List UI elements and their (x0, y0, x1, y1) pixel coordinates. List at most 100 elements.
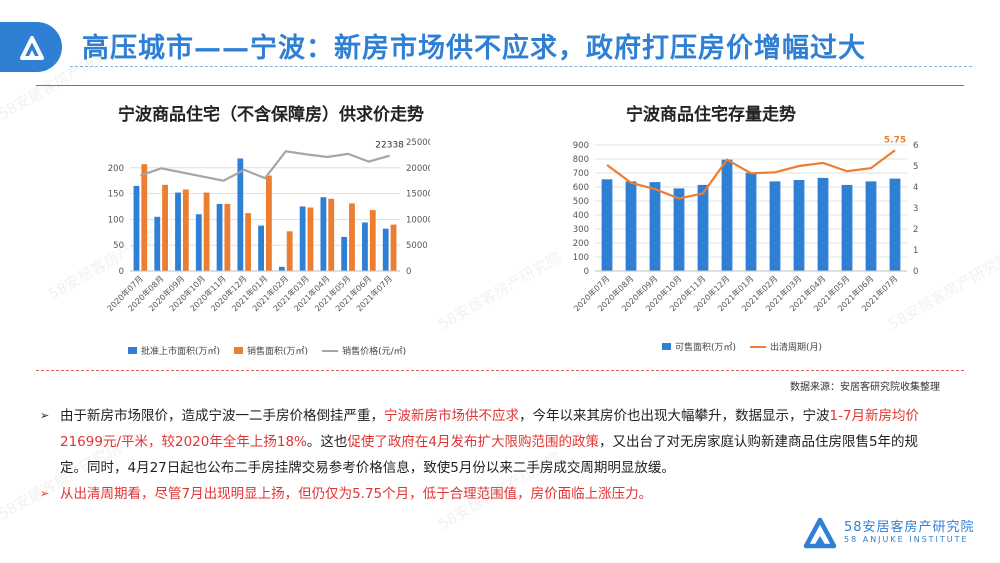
bar-secondary (328, 198, 335, 271)
bar-primary (299, 206, 306, 271)
y-tick-label-right: 0 (406, 267, 411, 277)
brand-footer: 58安居客房产研究院 58 ANJUKE INSTITUTE (800, 516, 980, 552)
legend-item: 出清周期(月) (750, 340, 822, 353)
y-tick-label-left: 300 (573, 225, 589, 235)
legend-item: 销售面积(万㎡) (234, 344, 308, 357)
bar-secondary (182, 189, 189, 271)
y-tick-label-left: 700 (573, 169, 589, 179)
series-line (140, 150, 390, 182)
y-tick-label-right: 10000 (406, 215, 430, 225)
bar-secondary (162, 184, 168, 271)
bar-secondary (390, 224, 397, 271)
y-tick-label-right: 0 (913, 267, 918, 277)
analysis-paragraph: ➢ 从出清周期看，尽管7月出现明显上扬，但仍仅为5.75个月，低于合理范围值，房… (40, 481, 940, 507)
bar-primary (237, 158, 244, 271)
bar-primary (133, 185, 140, 271)
y-tick-label-right: 3 (913, 204, 918, 214)
y-tick-label-left: 500 (573, 197, 589, 207)
chart-supply-demand-price: 0 50 100 150 200 0 5000 10000 15000 20000 25000223… (105, 138, 430, 313)
y-tick-label-right: 1 (913, 246, 918, 256)
anjuke-logo-icon (803, 517, 837, 549)
y-tick-label-right: 5 (913, 162, 918, 172)
chart-title-inventory: 宁波商品住宅存量走势 (626, 105, 796, 125)
paragraph-text-run: 。这也 (306, 434, 348, 450)
logo-badge (0, 22, 62, 72)
y-tick-label-right: 2 (913, 225, 918, 235)
brand-name-en: 58 ANJUKE INSTITUTE (844, 535, 969, 544)
bar-secondary (203, 192, 210, 271)
bullet-arrow-icon: ➢ (40, 487, 50, 500)
bar-primary (341, 236, 348, 271)
y-tick-label-right: 4 (913, 183, 918, 193)
y-tick-label-left: 0 (119, 267, 124, 277)
y-tick-label-right: 15000 (406, 190, 430, 200)
data-label: 5.75 (884, 135, 906, 145)
anjuke-logo-icon (20, 36, 44, 60)
bar-primary (154, 216, 161, 271)
bar-secondary (224, 203, 231, 271)
y-tick-label-right: 6 (913, 141, 918, 151)
bar-primary (382, 228, 389, 271)
bar-primary (649, 182, 661, 271)
bar-primary (216, 203, 223, 271)
page-title: 高压城市——宁波：新房市场供不应求，政府打压房价增幅过大 (82, 33, 866, 64)
data-label: 22338 (375, 141, 404, 151)
bar-primary (697, 184, 709, 271)
bar-secondary (286, 231, 293, 271)
paragraph-text-run: ，今年以来其房价也出现大幅攀升，数据显示，宁波 (519, 408, 830, 424)
chart1-legend: 批准上市面积(万㎡) 销售面积(万㎡) 销售价格(元/㎡) (128, 344, 420, 357)
y-tick-label-left: 150 (108, 190, 124, 200)
bar-primary (362, 222, 368, 271)
y-tick-label-left: 0 (584, 267, 589, 277)
bar-primary (745, 173, 757, 271)
bar-secondary (245, 213, 252, 271)
paragraph-text-run: 从出清周期看，尽管7月出现明显上扬，但仍仅为5.75个月，低于合理范围值，房价面… (60, 486, 653, 502)
bar-primary (769, 181, 781, 271)
y-tick-label-left: 50 (113, 241, 124, 251)
y-tick-label-right: 5000 (406, 241, 428, 251)
y-tick-label-left: 900 (573, 141, 589, 151)
watermark-text: 58安居客房产研究院 (435, 248, 565, 334)
analysis-paragraph: ➢ 由于新房市场限价，造成宁波一二手房价格倒挂严重，宁波新房市场供不应求，今年以… (40, 403, 940, 481)
chart2-legend: 可售面积(万㎡) 出清周期(月) (662, 340, 836, 353)
y-tick-label-left: 100 (108, 215, 124, 225)
bar-primary (175, 192, 181, 271)
bar-primary (817, 177, 829, 271)
bar-secondary (141, 164, 148, 271)
chart-inventory: 010020030040050060070080090001234565.752… (571, 135, 918, 313)
source-note: 数据来源：安居客研究院收集整理 (790, 382, 940, 393)
paragraph-text-run: 1-7月新房均价21699元/平米，较2020年全年上扬18% (60, 408, 920, 450)
y-tick-label-left: 200 (573, 239, 589, 249)
content-bottom-rule (36, 370, 964, 371)
bar-secondary (349, 203, 355, 271)
y-tick-label-left: 400 (573, 211, 589, 221)
bar-primary (673, 188, 685, 271)
y-tick-label-left: 100 (573, 253, 589, 263)
bar-primary (721, 159, 733, 271)
y-tick-label-right: 20000 (406, 164, 430, 174)
title-divider (70, 66, 972, 67)
legend-item: 销售价格(元/㎡) (322, 344, 406, 357)
bar-primary (625, 181, 637, 271)
bar-primary (793, 180, 805, 271)
paragraph-text-run: ，又出台了对无房家庭认购新建商品住房限售5年的规定。同时，4月27日起也公布二手… (60, 434, 919, 476)
legend-item: 批准上市面积(万㎡) (128, 344, 220, 357)
bar-secondary (266, 175, 272, 271)
brand-name: 58安居客房产研究院 (844, 520, 975, 535)
bar-primary (841, 184, 853, 271)
bar-primary (278, 266, 285, 271)
series-line (606, 149, 896, 200)
y-tick-label-left: 600 (573, 183, 589, 193)
content-top-rule (36, 85, 964, 86)
y-tick-label-right: 25000 (406, 138, 430, 148)
bar-primary (601, 179, 613, 271)
y-tick-label-left: 800 (573, 155, 589, 165)
paragraph-text-run: 促使了政府在4月发布扩大限购范围的政策 (347, 434, 599, 450)
bar-primary (195, 214, 202, 271)
bar-primary (258, 225, 264, 271)
bar-secondary (307, 207, 314, 271)
paragraph-text-run: 由于新房市场限价，造成宁波一二手房价格倒挂严重， (60, 408, 384, 424)
bar-primary (865, 181, 877, 271)
chart-title-supply-demand: 宁波商品住宅（不含保障房）供求价走势 (118, 105, 424, 125)
paragraph-text-run: 宁波新房市场供不应求 (384, 408, 519, 424)
